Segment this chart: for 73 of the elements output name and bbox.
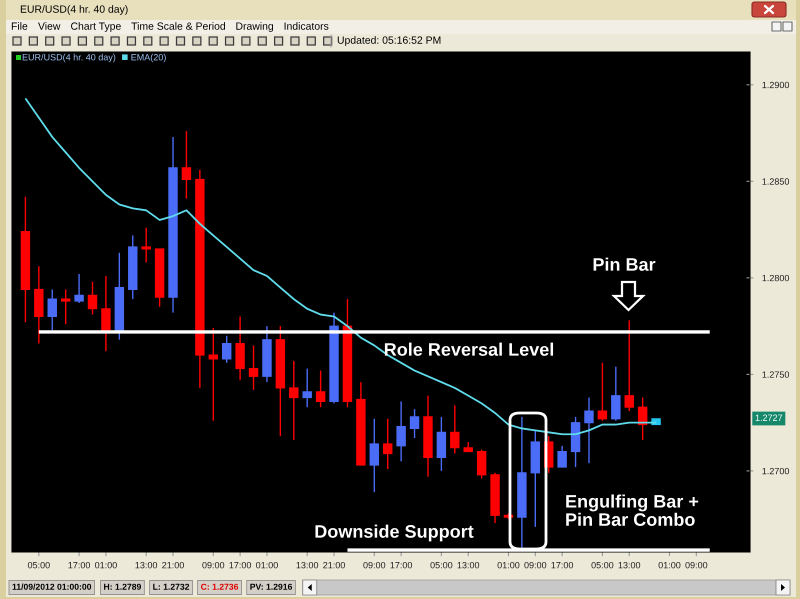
- candlestick: [638, 396, 648, 441]
- annotation: Role Reversal Level: [384, 342, 554, 356]
- annotation: Engulfing Bar + Pin Bar Combo: [566, 494, 698, 526]
- candlestick: [410, 408, 420, 439]
- x-tick-label: 17:00: [552, 562, 574, 568]
- text: L: 1.2732: [153, 584, 190, 590]
- text: Drawing: [236, 22, 274, 32]
- candlestick: [464, 441, 473, 452]
- x-tick-label: 21:00: [323, 562, 345, 568]
- candlestick: [396, 400, 406, 462]
- x-tick-label: 01:00: [256, 562, 278, 568]
- candlestick: [624, 320, 634, 412]
- text: File: [12, 22, 28, 30]
- y-tick-label: 1.2900: [762, 82, 790, 88]
- x-tick-label: 05:00: [430, 562, 452, 568]
- y-tick-label: 1.2850: [762, 178, 790, 185]
- candlestick: [289, 360, 298, 441]
- x-tick-label: 01:00: [94, 562, 117, 568]
- candlestick: [222, 335, 232, 364]
- text: Updated: 05:16:52 PM: [338, 36, 440, 46]
- x-tick-label: 05:00: [591, 562, 614, 568]
- candlestick: [557, 445, 567, 468]
- x-tick-label: 13:00: [136, 562, 158, 568]
- x-tick-label: 01:00: [498, 562, 520, 568]
- candlestick: [584, 396, 594, 464]
- text: H: 1.2789: [104, 584, 141, 590]
- candlestick: [182, 130, 192, 200]
- annotation: Pin Bar: [594, 258, 656, 271]
- x-tick-label: 09:00: [202, 562, 224, 568]
- x-tick-label: 13:00: [458, 562, 480, 568]
- y-tick-label: 1.2800: [762, 274, 790, 282]
- y-tick-label: 1.2750: [762, 371, 790, 378]
- x-tick-label: 01:00: [658, 562, 680, 568]
- chart-title: EUR/USD(4 hr. 40 day): [20, 5, 128, 15]
- annotation: EUR/USD(4 hr. 40 day): [22, 54, 116, 62]
- legend-label: EMA(20): [131, 54, 166, 62]
- text: 1.2727: [756, 414, 782, 421]
- candlestick: [141, 226, 151, 264]
- x-tick-label: 17:00: [390, 562, 412, 568]
- candlestick: [382, 418, 392, 470]
- candlestick: [48, 288, 57, 331]
- x-tick-label: 09:00: [524, 562, 546, 568]
- candlestick: [248, 344, 258, 391]
- annotation: Downside Support: [315, 524, 474, 542]
- text: PV: 1.2916: [250, 584, 292, 590]
- candlestick: [450, 404, 460, 454]
- x-tick-label: 17:00: [68, 562, 90, 568]
- line-series: [24, 97, 657, 436]
- candlestick: [611, 366, 621, 422]
- text: C: 1.2736: [200, 584, 238, 590]
- y-tick-label: 1.2700: [762, 468, 790, 474]
- candlestick: [370, 418, 380, 493]
- text: View: [38, 22, 60, 30]
- x-tick-label: 09:00: [363, 562, 386, 568]
- x-tick-label: 17:00: [230, 562, 252, 568]
- x-tick-label: 13:00: [296, 562, 318, 568]
- candlestick: [598, 362, 608, 422]
- text: Indicators: [284, 22, 328, 30]
- candlestick: [60, 288, 70, 325]
- x-tick-label: 05:00: [28, 562, 50, 568]
- candlestick: [101, 275, 111, 352]
- text: 11/09/2012 01:00:00: [12, 583, 92, 590]
- x-tick-label: 13:00: [618, 562, 640, 568]
- text: Chart Type: [71, 22, 121, 32]
- candlestick: [316, 370, 326, 408]
- text: Time Scale & Period: [131, 22, 226, 30]
- candlestick: [74, 273, 84, 304]
- candlestick: [208, 327, 218, 422]
- x-tick-label: 21:00: [162, 562, 184, 568]
- x-tick-label: 09:00: [685, 562, 708, 568]
- candlestick: [476, 448, 486, 480]
- candlestick: [88, 281, 98, 316]
- candlestick: [302, 368, 312, 408]
